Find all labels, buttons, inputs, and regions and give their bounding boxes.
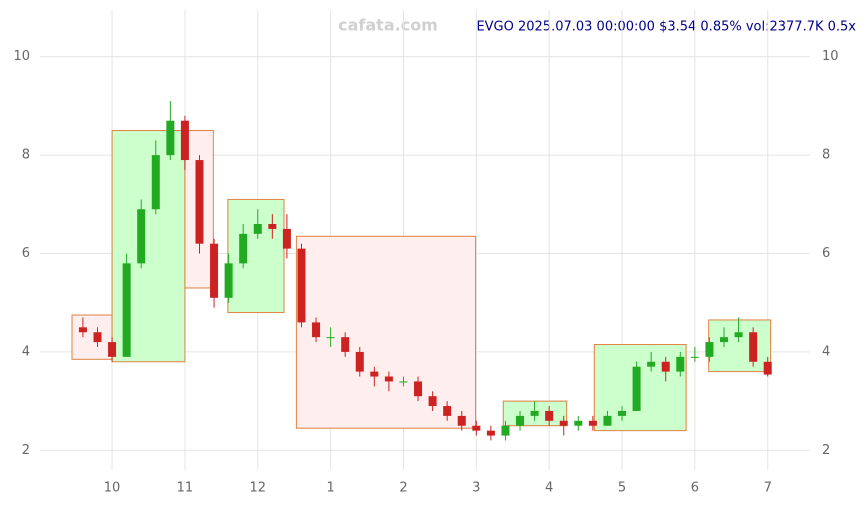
y-tick-label-right: 10	[822, 49, 839, 64]
candle-body	[574, 420, 583, 426]
candle-body	[690, 356, 699, 358]
y-tick-label-right: 8	[822, 148, 830, 163]
x-tick-label: 5	[618, 481, 626, 496]
candle-body	[312, 322, 321, 338]
candle-body	[253, 224, 262, 234]
candle-body	[647, 361, 656, 367]
x-tick-label: 2	[399, 481, 407, 496]
x-tick-label: 7	[764, 481, 772, 496]
candle-body	[443, 406, 452, 416]
x-tick-label: 10	[104, 481, 121, 496]
candle-body	[472, 425, 481, 431]
candle-body	[749, 332, 758, 362]
y-tick-label: 8	[22, 148, 30, 163]
candle-body	[661, 361, 670, 372]
candle-body	[516, 415, 525, 426]
candle-body	[297, 248, 306, 323]
candle-body	[282, 228, 291, 249]
chart-title: EVGO 2025.07.03 00:00:00 $3.54 0.85% vol…	[476, 20, 856, 35]
candle-body	[486, 430, 495, 436]
candle-body	[137, 209, 146, 264]
candle-body	[151, 155, 160, 210]
y-tick-label: 4	[22, 344, 30, 359]
candle-body	[108, 342, 117, 357]
candle-body	[78, 327, 87, 333]
candle-body	[530, 410, 539, 416]
candle-body	[676, 356, 685, 372]
candle-body	[632, 366, 641, 411]
candle-body	[428, 396, 437, 407]
x-tick-label: 6	[691, 481, 699, 496]
watermark: cafata.com	[338, 16, 438, 35]
candle-body	[122, 263, 131, 357]
candle-body	[603, 415, 612, 426]
box	[708, 319, 772, 373]
candle-body	[341, 337, 350, 352]
y-tick-label: 10	[13, 49, 30, 64]
candle-body	[355, 351, 364, 372]
y-tick-label-right: 2	[822, 443, 830, 458]
candle-body	[501, 425, 510, 436]
box	[295, 235, 477, 429]
box	[71, 314, 113, 360]
candle-body	[734, 332, 743, 338]
candle-body	[268, 224, 277, 229]
y-tick-label-right: 6	[822, 246, 830, 261]
candle-body	[210, 243, 219, 298]
candle-body	[239, 233, 248, 264]
candle-body	[545, 410, 554, 421]
candle-body	[93, 332, 102, 343]
candle-body	[414, 381, 423, 397]
candle-body	[618, 410, 627, 416]
candle-body	[166, 120, 175, 156]
x-tick-label: 11	[177, 481, 194, 496]
candle-body	[457, 415, 466, 426]
x-tick-label: 3	[472, 481, 480, 496]
candle-body	[719, 337, 729, 343]
candle-body	[180, 120, 189, 161]
y-tick-label: 2	[22, 443, 30, 458]
y-tick-label: 6	[22, 246, 30, 261]
candle-body	[705, 342, 714, 357]
candle-body	[384, 376, 393, 382]
candle-body	[326, 337, 335, 339]
candle-body	[588, 420, 597, 426]
candle-body	[224, 263, 233, 298]
box	[227, 198, 285, 314]
x-tick-label: 4	[545, 481, 553, 496]
candle-body	[399, 381, 408, 383]
x-tick-label: 1	[326, 481, 334, 496]
candle-body	[370, 371, 379, 377]
candle-body	[195, 160, 204, 244]
candle-body	[763, 361, 772, 375]
x-tick-label: 12	[249, 481, 266, 496]
candle-body	[559, 420, 568, 426]
y-tick-label-right: 4	[822, 344, 830, 359]
